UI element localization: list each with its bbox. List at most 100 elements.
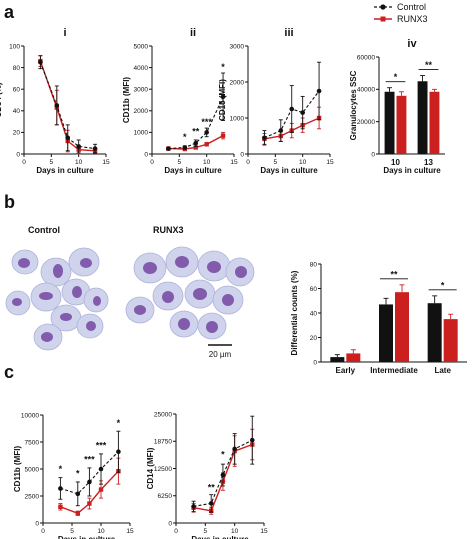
x-axis-title: Days in culture bbox=[191, 535, 249, 539]
y-tick-label: 40 bbox=[310, 310, 318, 317]
scale-bar-label: 20 µm bbox=[209, 350, 232, 359]
bar-control bbox=[379, 304, 393, 362]
y-axis-title: Differential counts (%) bbox=[290, 270, 299, 355]
y-tick-label: 2000 bbox=[134, 108, 149, 115]
x-tick-label: 15 bbox=[102, 159, 110, 166]
micrograph-label-runx3: RUNX3 bbox=[153, 225, 184, 235]
micrograph-control: Control bbox=[5, 225, 109, 351]
y-tick-label: 1000 bbox=[230, 115, 245, 122]
y-tick-label: 80 bbox=[310, 261, 318, 268]
significance-marker: *** bbox=[201, 117, 212, 127]
data-point-control bbox=[191, 504, 196, 509]
y-tick-label: 1000 bbox=[134, 130, 149, 137]
data-point-runx3 bbox=[193, 145, 198, 150]
y-axis-title: CD34 (%) bbox=[0, 82, 3, 117]
significance-marker: *** bbox=[84, 455, 95, 465]
significance-marker: * bbox=[221, 62, 225, 72]
chart-a_ii: 0 1000 2000 3000 4000 5000 CD11b (MFI) Days in … bbox=[122, 27, 238, 175]
chart-c_cd11b: 0 2500 5000 7500 10000 CD11b (MFI) Days in cul… bbox=[13, 412, 134, 539]
bar-control bbox=[427, 303, 442, 362]
micrograph-runx3: RUNX3 20 µm bbox=[125, 225, 255, 359]
y-axis-title: CD14 (MFI) bbox=[146, 447, 155, 489]
x-tick-label: 5 bbox=[204, 528, 208, 535]
significance-marker: ** bbox=[390, 269, 398, 279]
sub-panel-label: iv bbox=[407, 38, 417, 50]
data-point-control bbox=[116, 449, 121, 455]
x-tick-label: 0 bbox=[246, 159, 250, 166]
bar-control bbox=[384, 91, 395, 154]
sub-panel-label: iii bbox=[284, 27, 293, 39]
y-axis-title: CD11b (MFI) bbox=[122, 77, 131, 124]
bar-runx3 bbox=[443, 319, 458, 362]
y-tick-label: 0 bbox=[16, 151, 20, 158]
series-line-control bbox=[193, 439, 253, 507]
x-axis-title: Days in culture bbox=[164, 166, 222, 175]
legend-marker-control bbox=[380, 4, 386, 10]
data-point-control bbox=[58, 486, 63, 491]
data-point-control bbox=[289, 106, 295, 112]
significance-marker: ** bbox=[208, 482, 216, 492]
x-tick-label: 15 bbox=[230, 159, 238, 166]
y-tick-label: 2000 bbox=[230, 79, 245, 86]
y-tick-label: 40 bbox=[13, 108, 21, 115]
x-tick-label: 10 bbox=[203, 159, 211, 166]
x-axis-title: Days in culture bbox=[58, 535, 116, 539]
x-axis-title: Days in culture bbox=[383, 166, 441, 175]
x-tick-label: 10 bbox=[231, 528, 239, 535]
significance-marker: * bbox=[183, 132, 187, 142]
y-tick-label: 20 bbox=[13, 130, 21, 137]
data-point-control bbox=[220, 472, 226, 478]
data-point-runx3 bbox=[75, 511, 80, 516]
y-tick-label: 4000 bbox=[134, 65, 149, 72]
y-tick-label: 0 bbox=[35, 520, 39, 527]
x-tick-label: 10 bbox=[299, 159, 307, 166]
y-tick-label: 2500 bbox=[25, 493, 40, 500]
micrograph-label-control: Control bbox=[28, 225, 60, 235]
data-point-control bbox=[76, 144, 81, 149]
significance-marker: ** bbox=[425, 60, 433, 70]
panel-letter-a: a bbox=[4, 2, 15, 22]
series-line-control bbox=[168, 96, 224, 150]
category-label: Intermediate bbox=[370, 366, 418, 375]
y-tick-label: 18750 bbox=[154, 439, 172, 446]
data-point-control bbox=[249, 437, 255, 443]
x-tick-label: 5 bbox=[178, 159, 182, 166]
panel-letter-b: b bbox=[4, 192, 15, 212]
significance-marker: * bbox=[441, 280, 445, 290]
bar-runx3 bbox=[396, 95, 407, 154]
chart-a_iv: 0 20000 40000 60000 Granulocytes SSC Days in … bbox=[349, 38, 445, 175]
significance-marker: * bbox=[394, 72, 398, 82]
x-tick-label: 5 bbox=[50, 159, 54, 166]
bar-runx3 bbox=[395, 292, 409, 362]
data-point-control bbox=[193, 140, 199, 146]
chart-a_i: 0 20 40 60 80 100 CD34 (%) Days in culture i 0 5 10… bbox=[0, 27, 110, 175]
data-point-control bbox=[38, 59, 43, 65]
y-tick-label: 25000 bbox=[154, 411, 172, 418]
x-tick-label: 10 bbox=[97, 528, 105, 535]
y-tick-label: 0 bbox=[144, 151, 148, 158]
y-tick-label: 20 bbox=[310, 335, 318, 342]
data-point-control bbox=[278, 128, 284, 133]
category-label: Early bbox=[336, 366, 356, 375]
y-tick-label: 100 bbox=[9, 43, 20, 50]
chart-a_iii: 0 1000 2000 3000 CD15 (MFI) Days in culture ii… bbox=[218, 27, 334, 175]
data-point-control bbox=[98, 466, 104, 472]
y-tick-label: 20000 bbox=[357, 119, 375, 126]
category-label: 13 bbox=[424, 158, 433, 167]
y-tick-label: 80 bbox=[13, 65, 21, 72]
y-tick-label: 0 bbox=[168, 520, 172, 527]
y-tick-label: 60 bbox=[310, 286, 318, 293]
y-axis-title: Granulocytes SSC bbox=[349, 70, 358, 140]
y-tick-label: 10000 bbox=[21, 412, 39, 419]
data-point-runx3 bbox=[98, 487, 104, 492]
series-line-control bbox=[60, 451, 119, 495]
data-point-control bbox=[262, 135, 267, 141]
data-point-control bbox=[87, 479, 92, 485]
y-tick-label: 0 bbox=[313, 359, 317, 366]
category-label: Late bbox=[434, 366, 451, 375]
legend: Control RUNX3 bbox=[374, 2, 428, 24]
legend-marker-runx3 bbox=[380, 16, 386, 22]
category-label: 10 bbox=[391, 158, 400, 167]
significance-marker: * bbox=[76, 469, 80, 479]
